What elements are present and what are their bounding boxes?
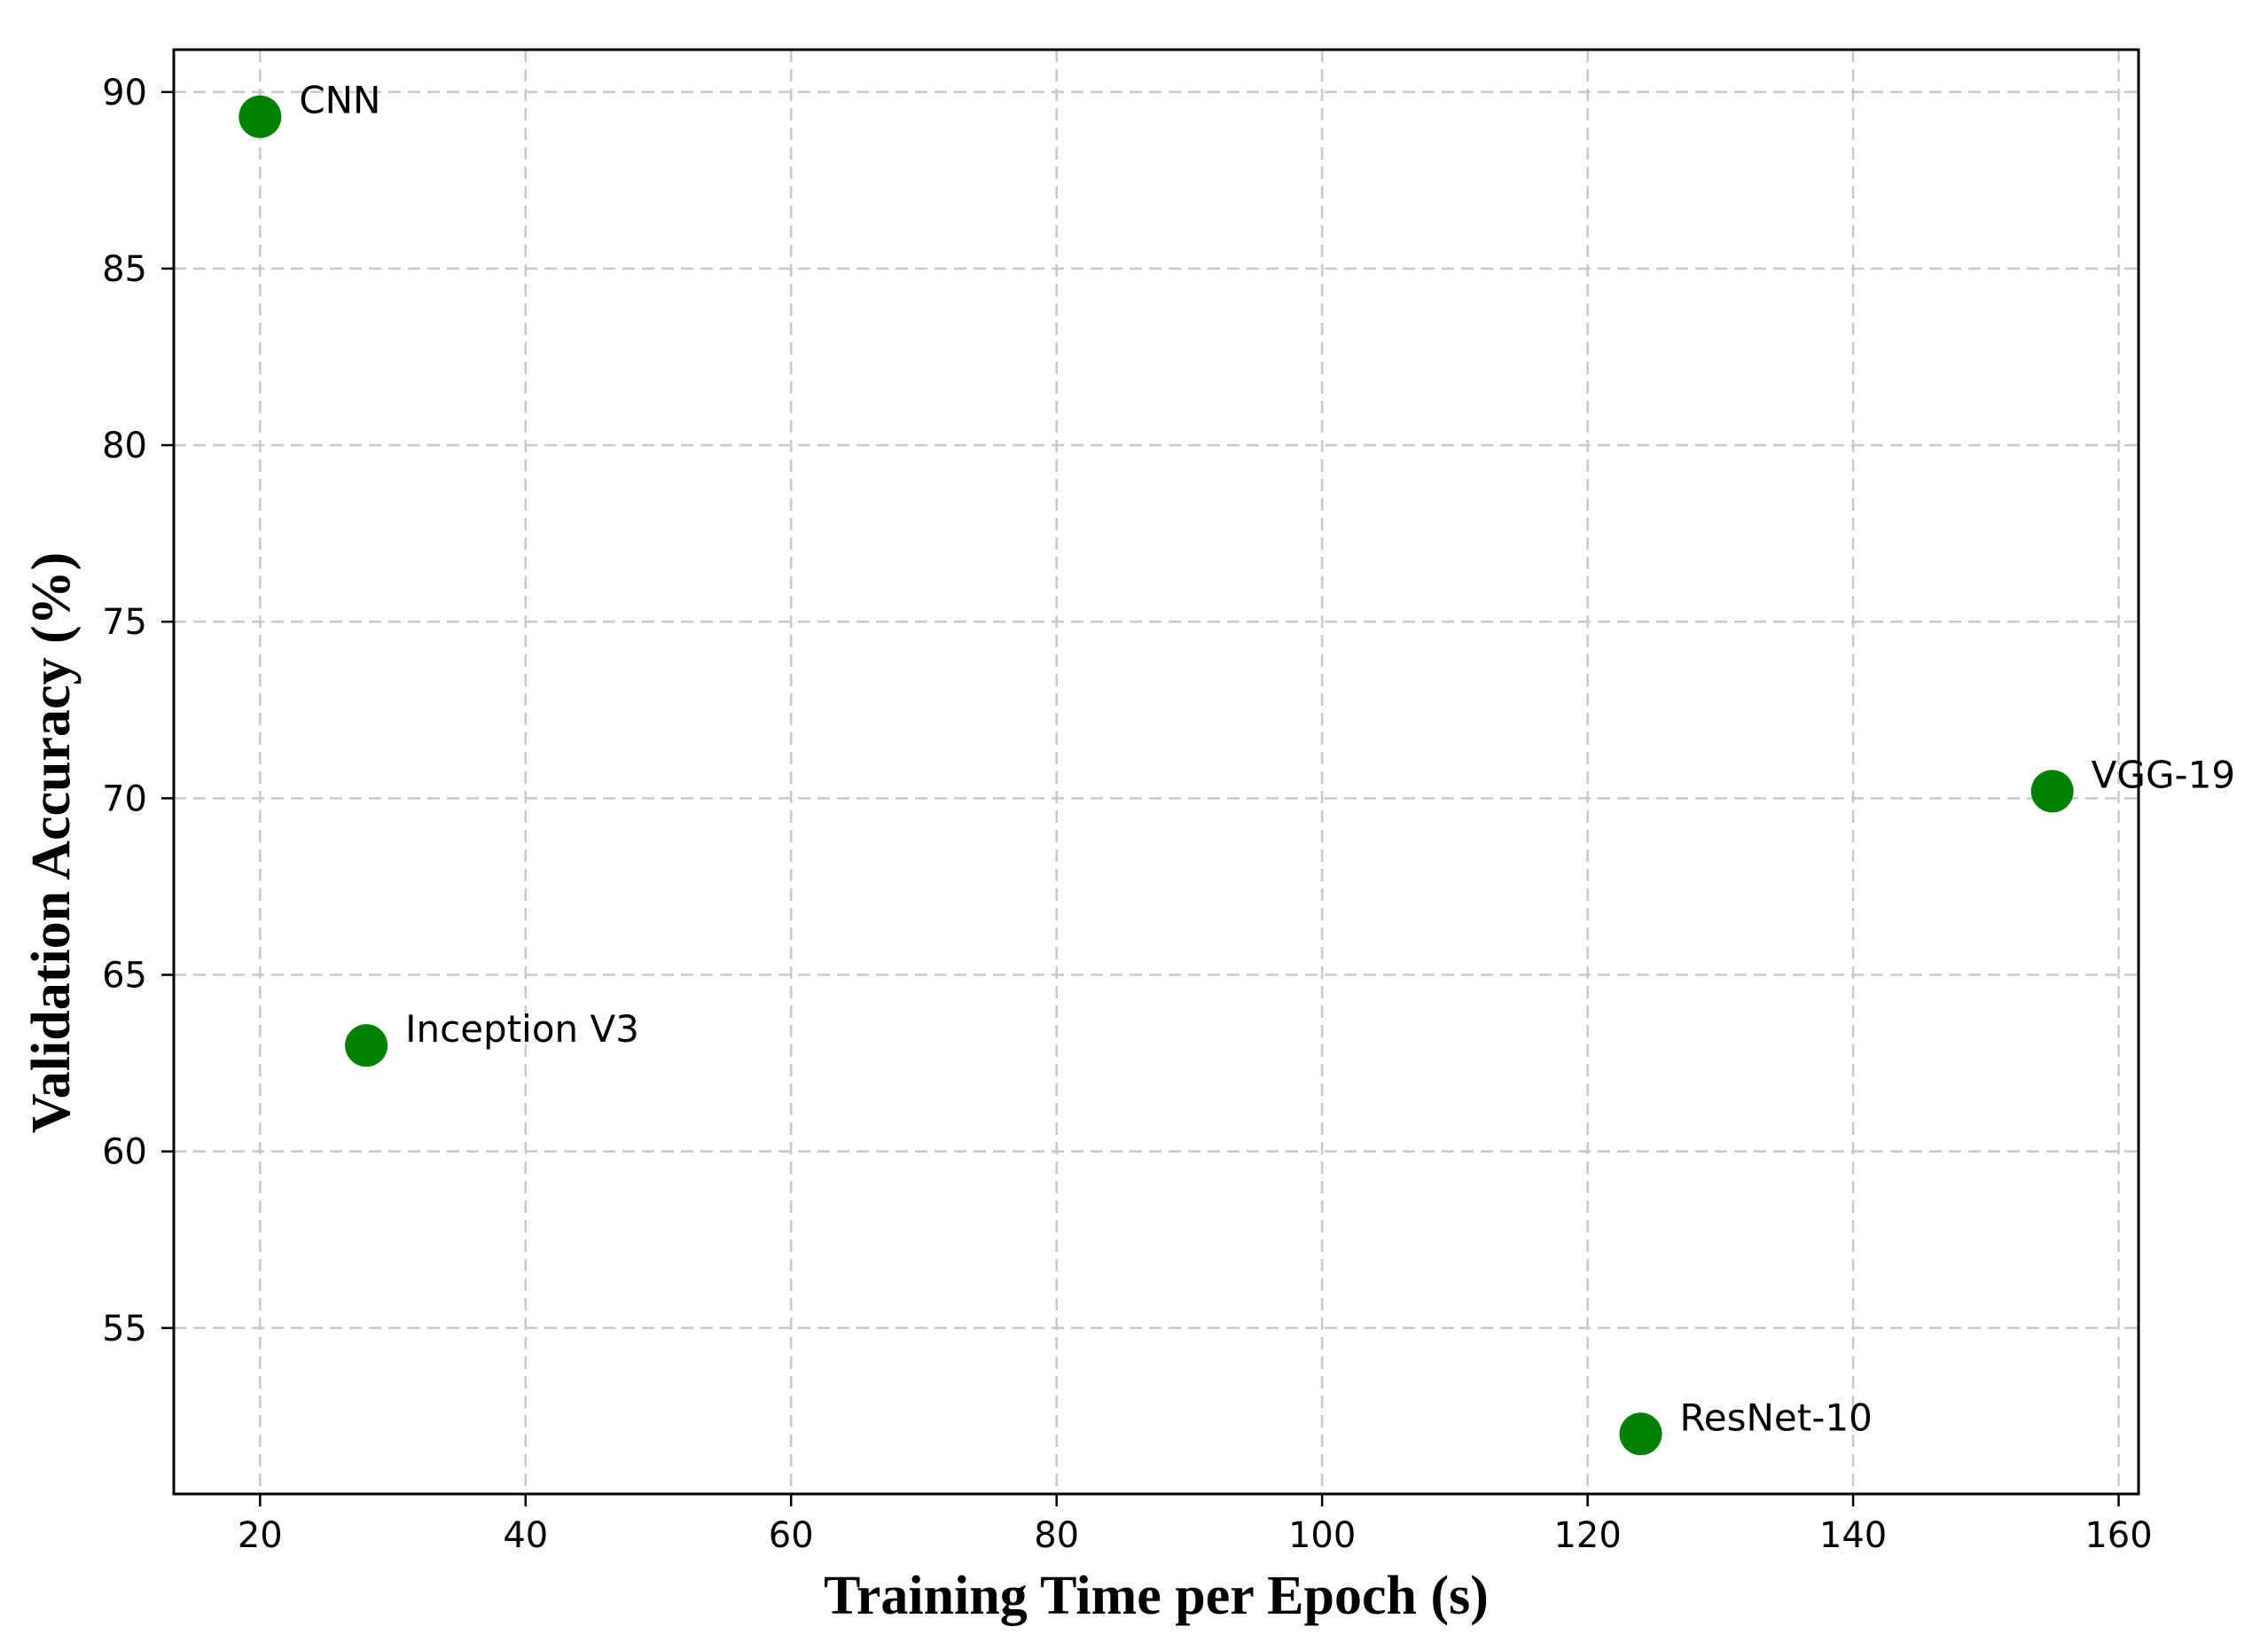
plot-area <box>172 48 2140 1496</box>
point-label: Inception V3 <box>405 1007 639 1051</box>
y-tick-label: 75 <box>102 602 147 643</box>
y-tick-label: 70 <box>102 778 147 819</box>
axis-ticks: 20 40 60 80 100 120 140 160 55 60 65 70 75 80 85 90 <box>102 73 2153 1556</box>
point-label: VGG-19 <box>2092 753 2235 796</box>
x-axis-title: Training Time per Epoch (s) <box>824 1566 1489 1626</box>
grid <box>174 50 2139 1494</box>
data-point <box>239 95 282 138</box>
data-point <box>2030 770 2074 813</box>
y-tick-label: 80 <box>102 426 147 466</box>
x-tick-label: 160 <box>2084 1515 2152 1556</box>
x-tick-label: 60 <box>769 1515 814 1556</box>
data-point <box>1619 1412 1662 1456</box>
data-point <box>345 1024 388 1067</box>
y-tick-label: 65 <box>102 956 147 997</box>
y-axis-title: Validation Accuracy (%) <box>21 552 82 1134</box>
x-tick-label: 120 <box>1553 1515 1621 1556</box>
x-tick-label: 80 <box>1034 1515 1079 1556</box>
y-tick-label: 90 <box>102 73 147 113</box>
x-tick-label: 40 <box>503 1515 548 1556</box>
y-tick-label: 60 <box>102 1132 147 1173</box>
y-tick-label: 85 <box>102 249 147 290</box>
x-tick-label: 20 <box>238 1515 283 1556</box>
point-label: CNN <box>299 79 380 122</box>
x-tick-label: 140 <box>1819 1515 1887 1556</box>
y-tick-label: 55 <box>102 1309 147 1349</box>
data-points: CNN Inception V3 ResNet-10 VGG-19 <box>239 79 2235 1456</box>
point-label: ResNet-10 <box>1680 1396 1873 1439</box>
x-tick-label: 100 <box>1288 1515 1356 1556</box>
